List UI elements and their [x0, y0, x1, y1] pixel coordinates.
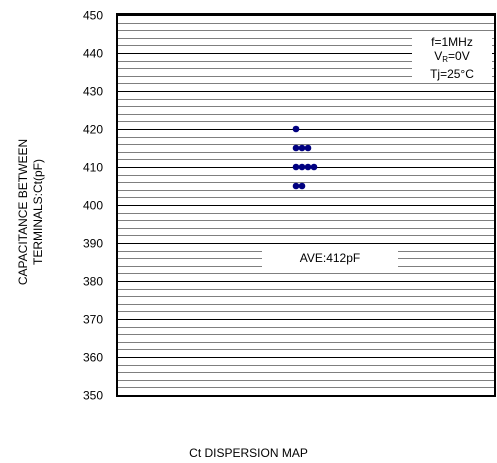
- data-point: [298, 144, 306, 152]
- y-tick-label: 400: [83, 199, 103, 213]
- data-point: [304, 144, 312, 152]
- condition-frequency: f=1MHz: [431, 35, 473, 49]
- data-point: [310, 163, 318, 171]
- y-tick-label: 380: [83, 275, 103, 289]
- condition-tj: Tj=25°C: [430, 67, 474, 81]
- y-tick-label: 420: [83, 123, 103, 137]
- y-tick-label: 390: [83, 237, 103, 251]
- y-tick-label: 450: [83, 9, 103, 23]
- y-tick-label: 360: [83, 351, 103, 365]
- y-axis-label-line-1: CAPACITANCE BETWEEN: [16, 138, 30, 286]
- y-tick-label: 440: [83, 47, 103, 61]
- plot-frame: [116, 13, 496, 397]
- y-tick-label: 350: [83, 389, 103, 403]
- data-point: [292, 144, 300, 152]
- data-point: [298, 182, 306, 190]
- condition-vr: VR=0V: [434, 49, 470, 64]
- data-point: [298, 163, 306, 171]
- data-point: [292, 182, 300, 190]
- average-label: AVE:412pF: [262, 249, 398, 267]
- data-point: [292, 163, 300, 171]
- y-axis-label-line-2: TERMINALS:Ct(pF): [31, 159, 45, 266]
- data-points: [292, 125, 318, 190]
- y-tick-labels: 450 440 430 420 410 400 390 380 370 360 350: [83, 9, 103, 403]
- y-axis-label: CAPACITANCE BETWEEN TERMINALS:Ct(pF): [16, 137, 46, 287]
- data-point: [304, 163, 312, 171]
- conditions-box: f=1MHz VR=0V Tj=25°C: [412, 35, 492, 81]
- chart-caption: Ct DISPERSION MAP: [189, 446, 308, 460]
- y-tick-label: 410: [83, 161, 103, 175]
- data-point: [292, 125, 300, 133]
- y-tick-label: 370: [83, 313, 103, 327]
- y-tick-label: 430: [83, 85, 103, 99]
